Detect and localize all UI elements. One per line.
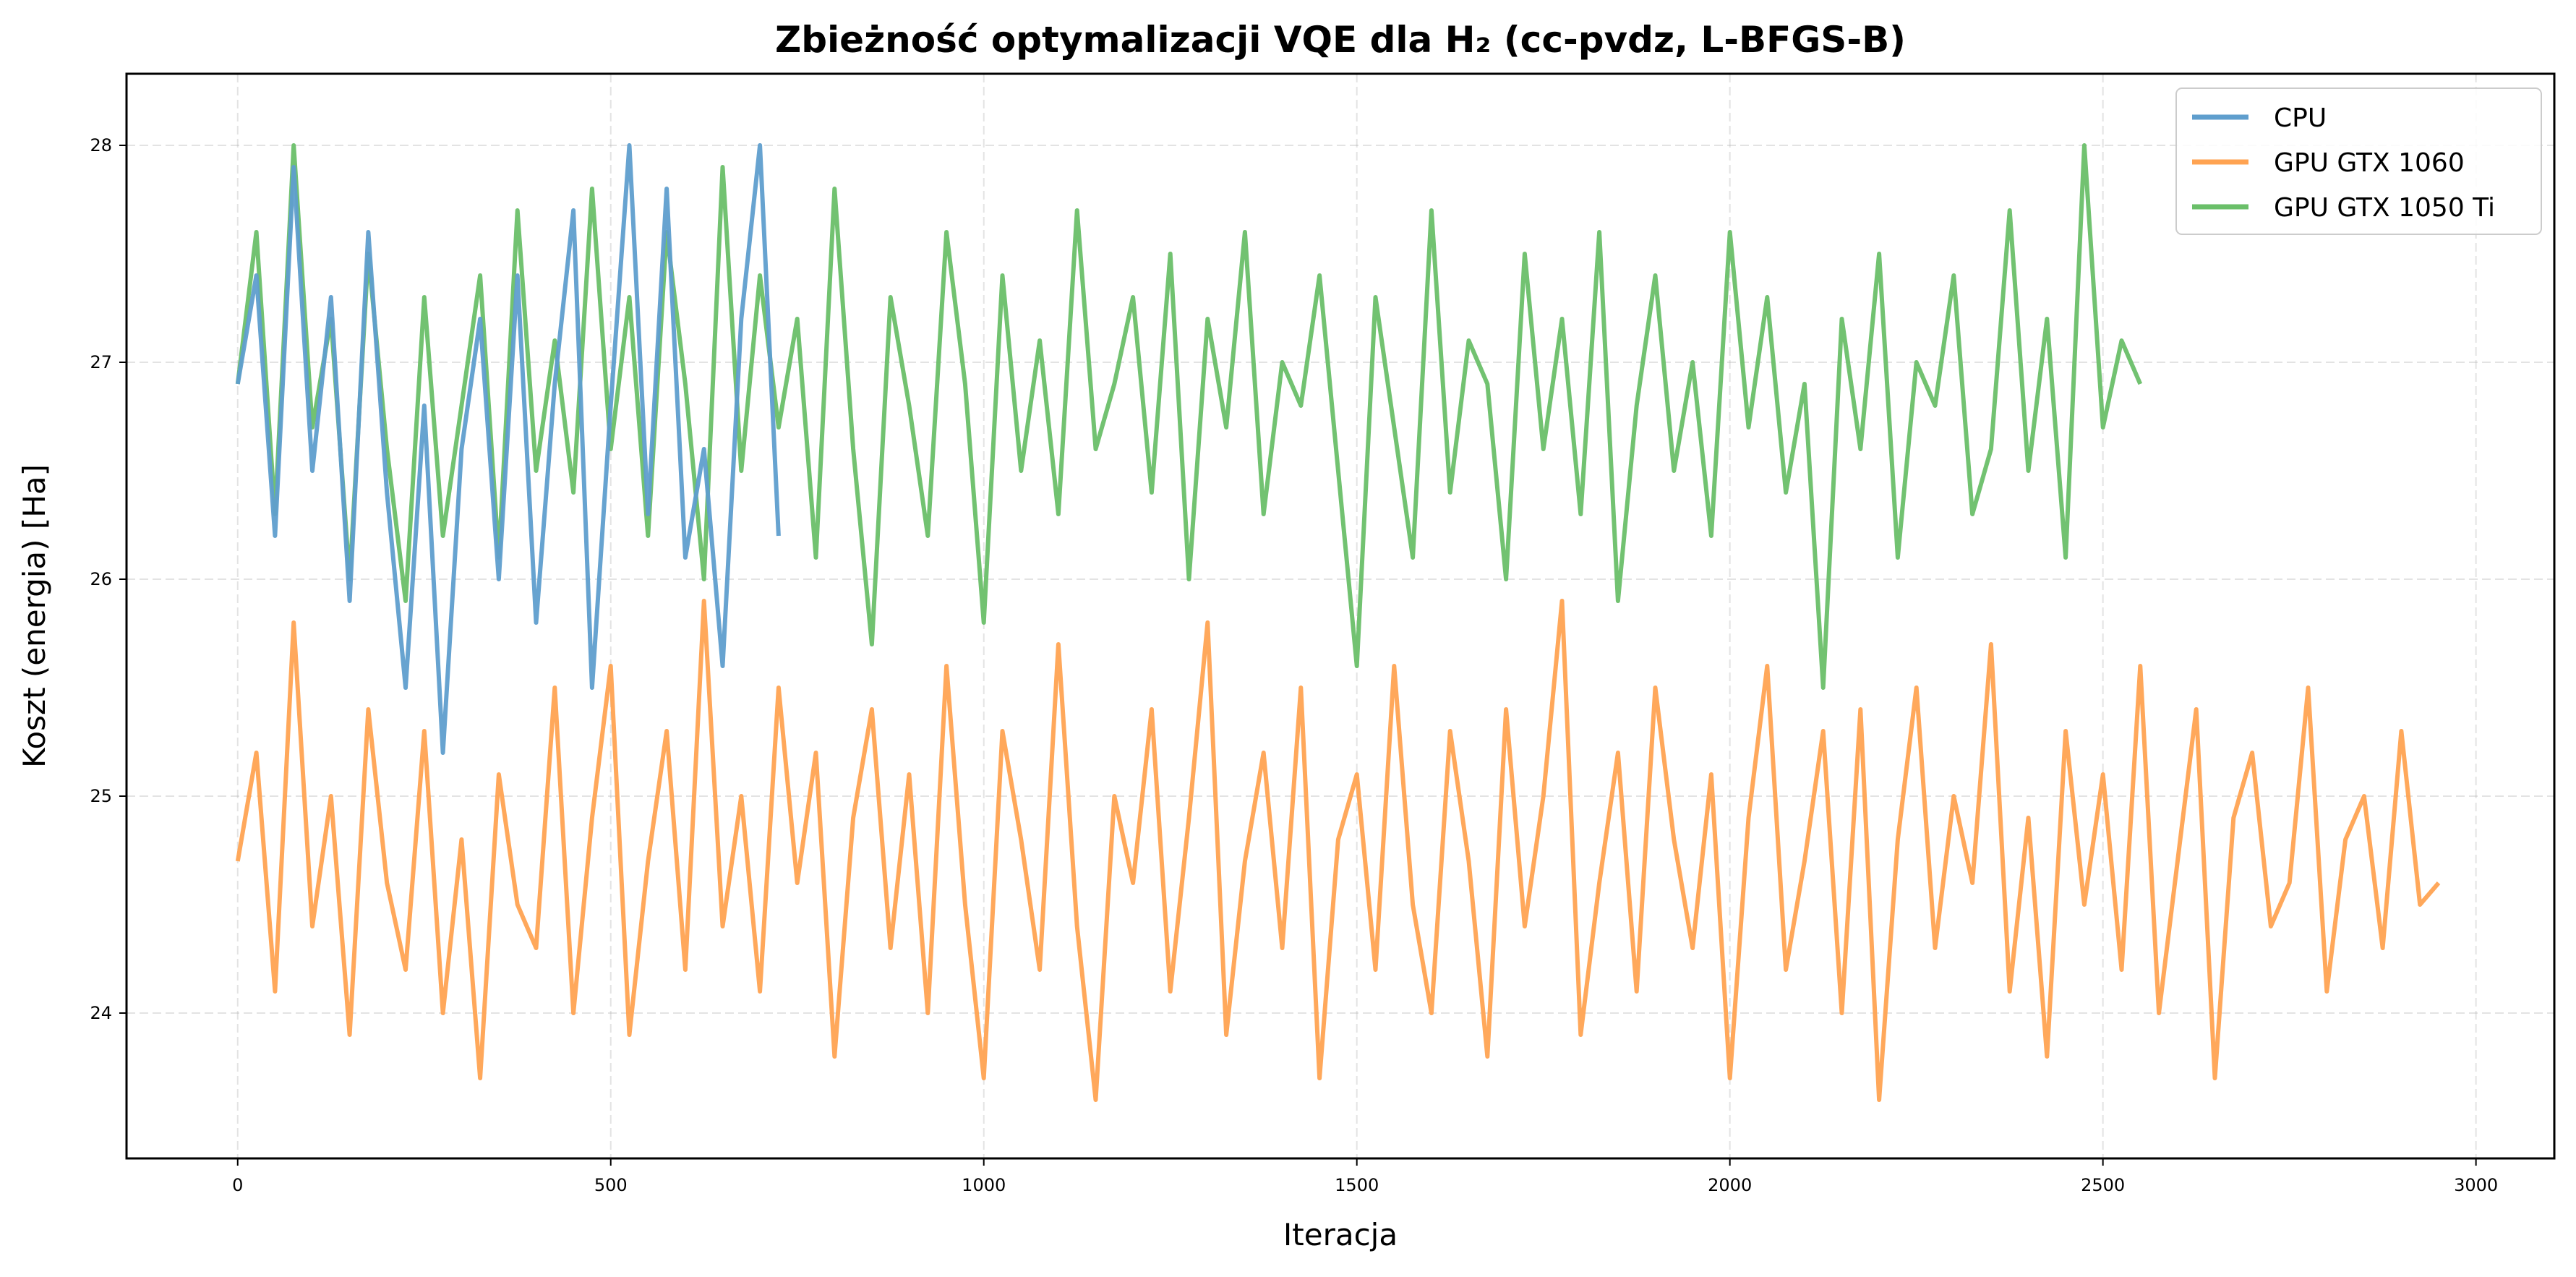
plot-frame <box>125 72 2556 1160</box>
series-lines <box>235 143 2441 1102</box>
y-axis-label: Koszt (energia) [Ha] <box>17 464 52 768</box>
y-tick-label: 24 <box>90 1003 112 1023</box>
x-axis-label: Iteracja <box>1283 1217 1398 1252</box>
legend-label: GPU GTX 1060 <box>2274 148 2465 178</box>
x-tick-label: 1000 <box>962 1175 1006 1195</box>
series-line-gpu-gtx-1050-ti <box>235 143 2143 690</box>
y-tick-label: 25 <box>90 786 112 806</box>
grid <box>127 74 2554 1158</box>
legend: CPU GPU GTX 1060 GPU GTX 1050 Ti <box>2175 87 2542 235</box>
x-axis-ticks: 0 500 1000 1500 2000 2500 3000 <box>232 1158 2498 1195</box>
x-tick-label: 3000 <box>2454 1175 2498 1195</box>
series-line-cpu <box>235 143 781 755</box>
y-tick-label: 26 <box>90 569 112 589</box>
x-tick-label: 2000 <box>1708 1175 1752 1195</box>
y-tick-label: 27 <box>90 352 112 372</box>
legend-label: CPU <box>2274 103 2327 133</box>
x-tick-label: 1500 <box>1335 1175 1379 1195</box>
legend-box <box>2175 87 2542 235</box>
x-tick-label: 2500 <box>2081 1175 2125 1195</box>
y-tick-label: 28 <box>90 135 112 155</box>
x-tick-label: 0 <box>232 1175 243 1195</box>
x-tick-label: 500 <box>594 1175 628 1195</box>
series-line-gpu-gtx-1060 <box>235 599 2441 1102</box>
y-axis-ticks: 24 25 26 27 28 <box>90 135 127 1023</box>
chart-title: Zbieżność optymalizacji VQE dla H₂ (cc-p… <box>775 19 1906 61</box>
legend-label: GPU GTX 1050 Ti <box>2274 193 2495 223</box>
